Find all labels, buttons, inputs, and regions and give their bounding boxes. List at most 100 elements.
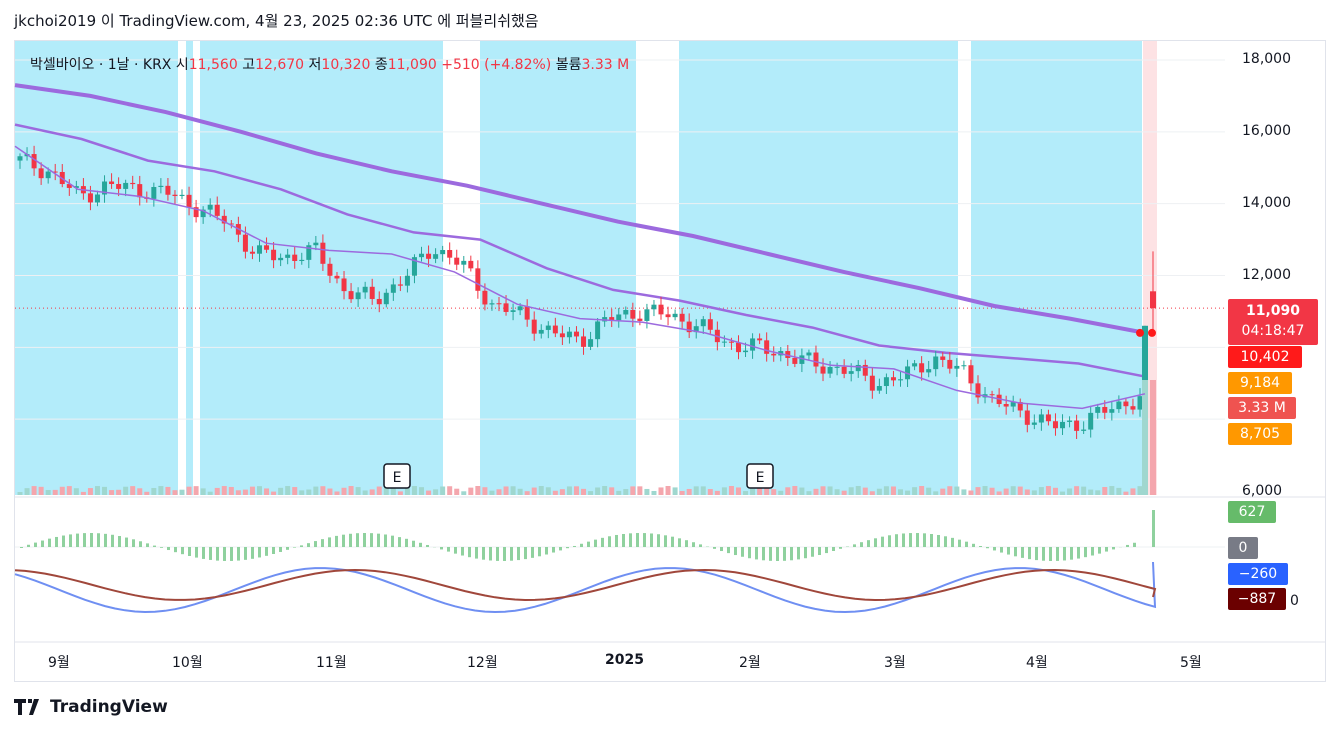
histogram-bar xyxy=(692,542,695,547)
histogram-bar xyxy=(1014,547,1017,557)
candle-body xyxy=(1088,412,1094,430)
x-tick-label: 11월 xyxy=(316,655,347,671)
chart-frame xyxy=(14,40,1326,682)
volume-bar xyxy=(883,486,889,495)
volume-bar xyxy=(271,491,277,495)
candle-body xyxy=(588,339,594,347)
candle-body xyxy=(271,249,277,261)
volume-bar xyxy=(1123,491,1129,495)
histogram-bar xyxy=(398,537,401,547)
candle-body xyxy=(264,245,270,250)
histogram-bar xyxy=(1084,547,1087,558)
candle-body xyxy=(665,314,671,318)
histogram-bar xyxy=(181,547,184,555)
volume-bar xyxy=(693,486,699,495)
volume-bar xyxy=(17,492,23,495)
candle-body xyxy=(771,353,777,356)
volume-bar xyxy=(348,486,354,495)
volume-bar xyxy=(1150,380,1156,495)
candle-body xyxy=(102,181,108,195)
volume-bar xyxy=(73,488,79,495)
histogram-bar xyxy=(888,535,891,547)
candle-body xyxy=(419,253,425,258)
histogram-bar xyxy=(209,547,212,560)
histogram-bar xyxy=(55,536,58,547)
candle-body xyxy=(468,260,474,269)
candle-body xyxy=(545,325,551,330)
volume-bar xyxy=(144,491,150,495)
candle-body xyxy=(348,291,354,300)
candle-body xyxy=(137,184,143,198)
candle-body xyxy=(73,186,79,188)
volume-bar xyxy=(954,486,960,495)
earnings-marker xyxy=(746,463,774,489)
volume-bar xyxy=(757,486,763,495)
candle-body xyxy=(66,184,72,188)
candle-body xyxy=(172,194,178,196)
histogram-bar xyxy=(258,547,261,558)
histogram-bar xyxy=(202,547,205,559)
candle-body xyxy=(94,194,100,203)
histogram-bar xyxy=(27,544,30,547)
histogram-bar xyxy=(125,537,128,547)
legend-symbol[interactable]: 박셀바이오 · 1날 · KRX xyxy=(30,57,172,73)
volume-bar xyxy=(827,486,833,495)
volume-bar xyxy=(249,486,255,495)
histogram-bar xyxy=(1126,544,1129,547)
legend-close-label: 종 xyxy=(374,57,388,73)
volume-bar xyxy=(45,489,51,495)
candle-body xyxy=(278,257,284,261)
candle-body xyxy=(207,204,213,210)
footer-brand[interactable]: TradingView xyxy=(14,697,168,717)
candle-body xyxy=(862,364,868,376)
volume-bar xyxy=(1074,486,1080,495)
candle-body xyxy=(693,326,699,333)
candle-body xyxy=(841,366,847,374)
volume-bar xyxy=(982,486,988,495)
candle-body xyxy=(1109,409,1115,413)
candle-body xyxy=(1095,406,1101,413)
volume-bar xyxy=(1102,486,1108,495)
volume-bar xyxy=(1038,487,1044,495)
histogram-bar xyxy=(734,547,737,556)
volume-bar xyxy=(552,490,558,495)
histogram-bar xyxy=(909,533,912,547)
histogram-bar xyxy=(811,547,814,557)
histogram-bar xyxy=(608,536,611,547)
candle-body xyxy=(721,341,727,343)
candle-body xyxy=(87,193,93,203)
candle-body xyxy=(228,223,234,225)
highlight-band xyxy=(679,41,958,495)
candle-body xyxy=(433,254,439,259)
candle-body xyxy=(898,379,904,381)
volume-bar xyxy=(102,486,108,495)
countdown: 04:18:47 xyxy=(1241,323,1305,339)
candle-body xyxy=(961,365,967,367)
volume-bar xyxy=(165,486,171,495)
volume-bar xyxy=(334,491,340,495)
candle-body xyxy=(1123,401,1129,407)
candle-body xyxy=(475,268,481,291)
histogram-bar xyxy=(552,547,555,553)
volume-bar xyxy=(1130,488,1136,495)
histogram-bar xyxy=(496,547,499,561)
volume-bar xyxy=(306,489,312,495)
candle-body xyxy=(672,313,678,318)
candle-body xyxy=(214,204,220,216)
histogram-bar xyxy=(699,544,702,547)
volume-bar xyxy=(743,491,749,495)
candle-body xyxy=(630,310,636,319)
signal-line xyxy=(14,568,1157,602)
histogram-bar xyxy=(335,535,338,547)
candle-body xyxy=(679,313,685,322)
volume-bar xyxy=(130,486,136,495)
candle-body xyxy=(609,317,615,321)
price-tick-label: 16,000 xyxy=(1242,123,1291,139)
volume-bar xyxy=(221,486,227,495)
legend-change: +510 (+4.82%) xyxy=(441,57,552,73)
volume-bar xyxy=(278,487,284,495)
candle-body xyxy=(242,234,248,252)
candle-body xyxy=(306,245,312,260)
candle-body xyxy=(52,171,58,173)
